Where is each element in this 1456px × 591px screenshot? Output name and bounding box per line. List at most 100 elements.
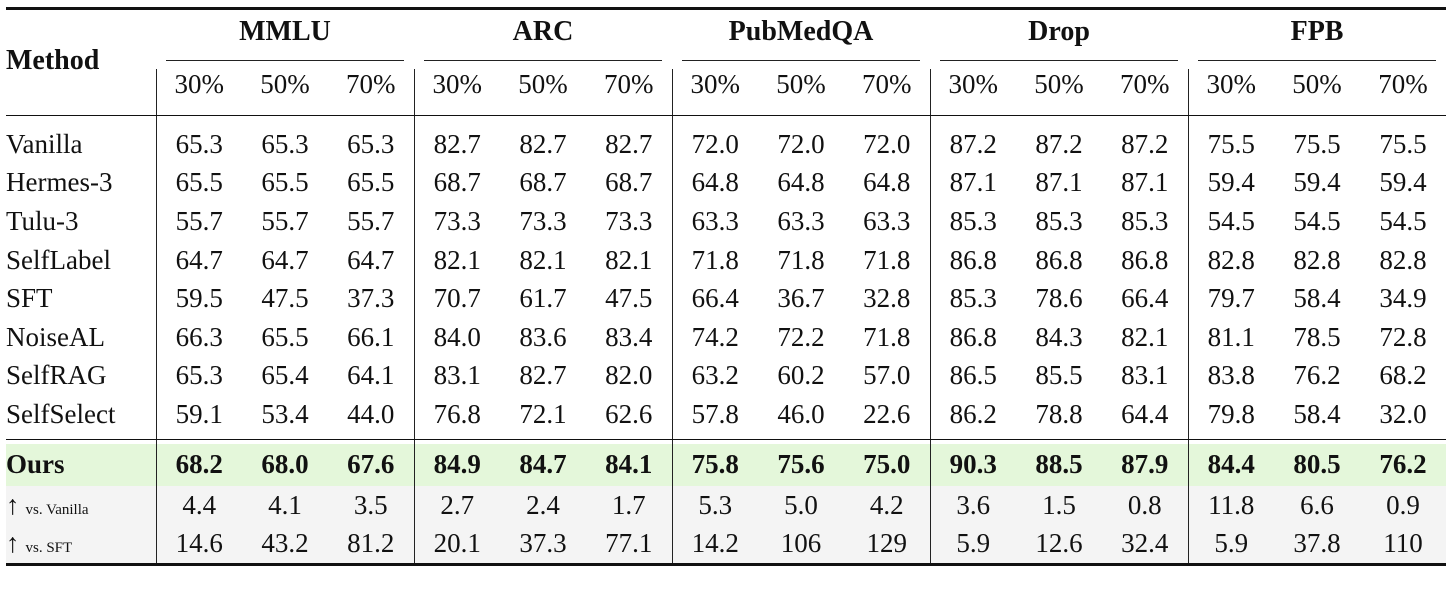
table-cell: 72.0 [777,128,825,159]
table-cell: 87.1 [1035,167,1083,198]
table-cell: 36.7 [777,283,825,314]
table-cell: 82.1 [605,244,653,275]
method-name: SelfRAG [6,360,107,391]
table-cell: 70.7 [413,279,501,318]
table-cell: 65.4 [261,360,309,391]
ratio-header: 30% [929,69,1017,115]
table-cell: 72.8 [1379,321,1427,352]
table-cell: 75.0 [844,443,931,486]
table-top-rule [6,7,1446,10]
table-cell: 64.7 [347,244,395,275]
table-cell: 61.7 [519,283,567,314]
table-cell: 4.2 [844,485,931,525]
table-cell: 106 [758,524,845,563]
table-cell: 82.8 [1379,244,1427,275]
table-cell: 82.1 [519,244,567,275]
ratio-header: 70% [1378,69,1428,99]
table-cell: 73.3 [413,202,501,241]
table-cell: 11.8 [1187,485,1275,525]
table-cell: 72.0 [671,125,759,164]
table-cell: 82.1 [1121,321,1169,352]
table-cell: 57.0 [863,360,911,391]
table-cell: 32.0 [1379,398,1427,429]
ratio-header: 70% [1120,69,1170,99]
table-cell: 73.3 [605,205,653,236]
method-name: NoiseAL [6,321,105,352]
table-row: SelfRAG 65.3 65.4 64.1 83.1 82.7 82.0 63.2 60.2 5… [6,356,1446,396]
table-cell: 77.1 [586,524,673,563]
table-cell: 82.0 [605,360,653,391]
table-cell: 84.9 [413,443,501,486]
table-cell: 84.4 [1187,443,1275,486]
table-cell: 65.5 [155,163,242,203]
ratio-header: 70% [862,69,912,99]
table-cell: 86.8 [1035,244,1083,275]
table-cell: 47.5 [605,283,653,314]
table-cell: 78.6 [1035,283,1083,314]
table-cell: 5.9 [929,524,1017,563]
table-row: Hermes-3 65.5 65.5 65.5 68.7 68.7 68.7 64.8 64.8… [6,163,1446,203]
table-cell: 4.1 [242,485,328,525]
table-cell: 85.3 [929,279,1017,318]
delta-row: ↑ vs. SFT 14.6 43.2 81.2 20.1 37.3 77.1 14.2 106 1… [6,524,1447,563]
table-cell: 65.3 [155,125,242,164]
table-cell: 32.4 [1102,524,1189,563]
table-cell: 72.2 [777,321,825,352]
table-cell: 22.6 [863,398,911,429]
table-cell: 86.8 [929,317,1017,357]
table-cell: 110 [1360,524,1447,563]
table-cell: 54.5 [1187,202,1275,241]
table-cell: 75.6 [758,443,845,486]
table-cell: 76.2 [1360,443,1447,486]
table-cell: 87.1 [1121,167,1169,198]
table-cell: 83.4 [605,321,653,352]
table-cell: 62.6 [605,398,653,429]
table-cell: 73.3 [519,205,567,236]
row-spacer [6,433,1446,444]
ratio-header: 50% [518,69,568,99]
table-cell: 1.5 [1016,485,1103,525]
table-cell: 86.8 [1121,244,1169,275]
ratio-header: 50% [260,69,310,99]
table-cell: 55.7 [155,202,242,241]
table-cell: 85.3 [1035,205,1083,236]
delta-row: ↑ vs. Vanilla 4.4 4.1 3.5 2.7 2.4 1.7 5.3 5.0 4.2 3… [6,485,1447,525]
table-cell: 58.4 [1293,283,1341,314]
table-cell: 84.3 [1035,321,1083,352]
table-cell: 5.9 [1187,524,1275,563]
dataset-header-fpb: FPB [1188,7,1446,69]
table-cell: 82.8 [1293,244,1341,275]
table-cell: 83.1 [413,356,501,396]
table-cell: 76.8 [413,395,501,434]
table-cell: 84.1 [586,443,673,486]
table-cell: 64.7 [155,240,242,280]
table-cell: 78.8 [1035,398,1083,429]
method-column-header: Method [6,45,100,76]
table-cell: 64.8 [777,167,825,198]
table-cell: 87.2 [1121,128,1169,159]
table-cell: 6.6 [1274,485,1361,525]
table-cell: 14.6 [155,524,242,563]
table-cell: 81.2 [328,524,415,563]
table-cell: 0.8 [1102,485,1189,525]
table-cell: 3.5 [328,485,415,525]
method-name: Ours [6,443,156,486]
table-cell: 60.2 [777,360,825,391]
table-cell: 75.8 [671,443,759,486]
table-cell: 64.4 [1121,398,1169,429]
table-cell: 68.2 [155,443,242,486]
table-cell: 64.8 [863,167,911,198]
table-cell: 43.2 [242,524,328,563]
table-cell: 66.4 [1121,283,1169,314]
table-cell: 86.2 [929,395,1017,434]
table-cell: 4.4 [155,485,242,525]
table-cell: 78.5 [1293,321,1341,352]
results-table: Method MMLU ARC PubMedQA Drop FPB 30% 50%… [6,7,1447,563]
table-cell: 63.2 [671,356,759,396]
table-cell: 66.4 [671,279,759,318]
table-cell: 37.8 [1274,524,1361,563]
ratio-header-row: 30% 50% 70% 30% 50% 70% 30% 50% 70% 30% 50% 70% 30% 5… [6,69,1446,115]
table-cell: 3.6 [929,485,1017,525]
delta-label: vs. Vanilla [25,501,89,518]
table-cell: 1.7 [586,485,673,525]
